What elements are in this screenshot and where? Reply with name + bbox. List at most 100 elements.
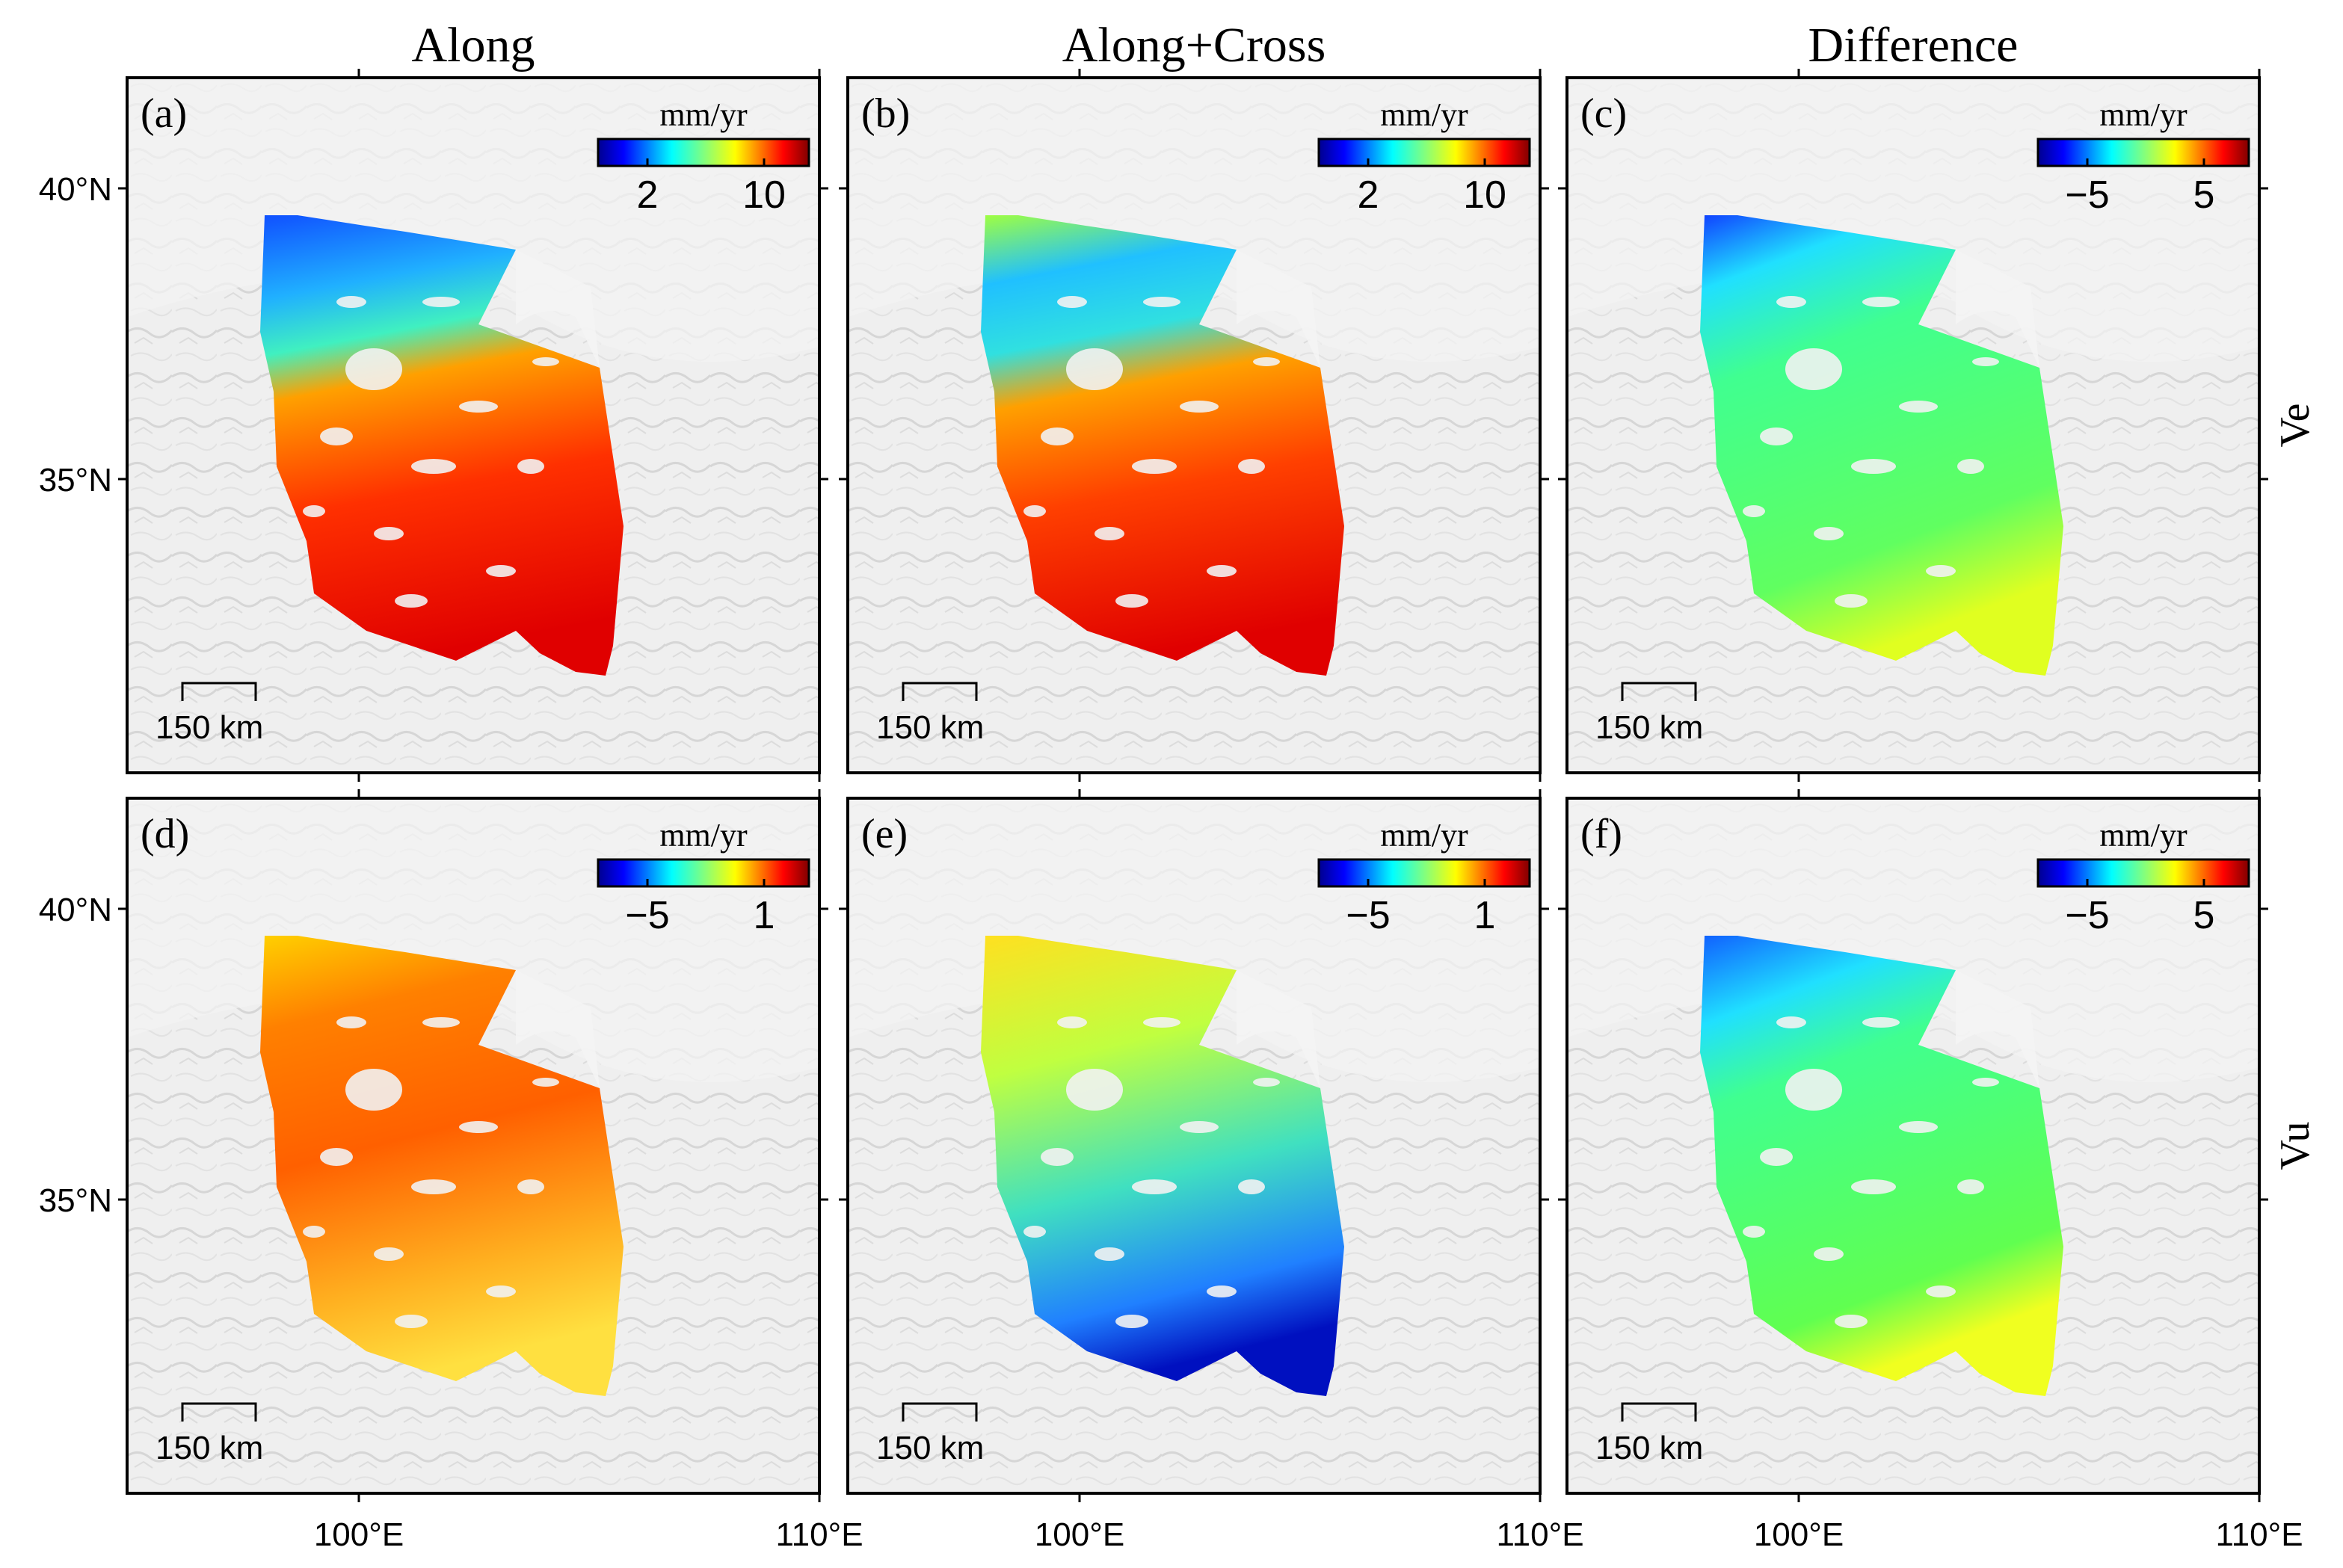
data-gap — [1972, 1078, 1999, 1087]
latitude-label: 40°N — [39, 892, 112, 928]
data-gap — [1851, 459, 1896, 474]
latitude-label: 35°N — [39, 462, 112, 499]
data-gap — [336, 296, 366, 308]
data-gap — [1835, 1315, 1868, 1328]
scale-bar — [181, 682, 257, 701]
velocity-swath — [1700, 936, 2063, 1396]
colorbar-tick-label: −5 — [625, 894, 669, 937]
data-gap — [532, 1078, 559, 1087]
map-panel: (e) mm/yr −5 1 150 km — [839, 789, 1549, 1502]
data-gap — [1238, 1179, 1265, 1194]
colorbar-tick-label: 10 — [1463, 173, 1506, 217]
row-label: Ve — [2272, 403, 2318, 447]
data-gap — [1776, 1016, 1806, 1028]
scale-bar — [1621, 682, 1697, 701]
data-gap — [1851, 1179, 1896, 1194]
data-gap — [1743, 1226, 1765, 1238]
colorbar-tick-label: 2 — [637, 173, 659, 217]
panel-label: (e) — [861, 811, 908, 857]
scale-bar — [1621, 1402, 1697, 1422]
data-gap — [1253, 1078, 1280, 1087]
colorbar-tick-label: 5 — [2193, 173, 2215, 217]
column-title: Along+Cross — [1062, 18, 1326, 72]
data-gap — [1862, 297, 1900, 307]
longitude-label: 110°E — [2215, 1516, 2303, 1553]
panel-frame — [126, 76, 821, 774]
data-gap — [1066, 1069, 1123, 1111]
velocity-swath — [1700, 215, 2063, 676]
data-gap — [374, 527, 404, 540]
data-gap — [1926, 1285, 1956, 1297]
data-gap — [1835, 594, 1868, 608]
panel-frame — [126, 797, 821, 1495]
scale-bar-label: 150 km — [1595, 1430, 1703, 1466]
colorbar-unit: mm/yr — [2099, 96, 2187, 133]
data-gap — [1237, 970, 1320, 1088]
data-gap — [1143, 297, 1180, 307]
velocity-swath — [981, 215, 1344, 676]
data-gap — [1207, 565, 1237, 577]
scale-bar-label: 150 km — [1595, 709, 1703, 746]
data-gap — [1094, 527, 1124, 540]
latitude-label: 40°N — [39, 171, 112, 208]
data-gap — [532, 357, 559, 366]
data-gap — [1956, 970, 2039, 1088]
panel-label: (c) — [1580, 90, 1627, 137]
data-gap — [1023, 1226, 1046, 1238]
column-title: Difference — [1808, 18, 2019, 72]
data-gap — [320, 1148, 353, 1166]
data-gap — [1760, 428, 1793, 445]
data-gap — [517, 1179, 544, 1194]
data-gap — [1132, 459, 1177, 474]
data-gap — [1115, 1315, 1148, 1328]
data-gap — [1814, 527, 1844, 540]
colorbar-tick-label: −5 — [2065, 894, 2109, 937]
longitude-label: 100°E — [1035, 1516, 1124, 1553]
panel-frame — [1565, 76, 2261, 774]
data-gap — [411, 459, 456, 474]
data-gap — [1785, 1069, 1842, 1111]
data-gap — [1041, 1148, 1074, 1166]
data-gap — [1926, 565, 1956, 577]
longitude-label: 110°E — [1496, 1516, 1583, 1553]
data-gap — [1023, 505, 1046, 517]
panel-label: (d) — [141, 811, 189, 857]
longitude-label: 100°E — [1754, 1516, 1844, 1553]
panel-frame — [1565, 797, 2261, 1495]
data-gap — [345, 348, 402, 390]
data-gap — [1238, 459, 1265, 474]
data-gap — [516, 970, 600, 1088]
data-gap — [1253, 357, 1280, 366]
colorbar-tick-label: 1 — [754, 894, 775, 937]
map-panel: (f) mm/yr −5 5 150 km — [1558, 789, 2268, 1502]
data-gap — [395, 1315, 428, 1328]
longitude-label: 110°E — [775, 1516, 863, 1553]
data-gap — [1207, 1285, 1237, 1297]
scale-bar — [902, 682, 978, 701]
map-panel: (b) mm/yr 2 10 150 km — [839, 69, 1549, 782]
data-gap — [1743, 505, 1765, 517]
scale-bar — [181, 1402, 257, 1422]
data-gap — [459, 1121, 498, 1133]
data-gap — [1180, 1121, 1219, 1133]
data-gap — [320, 428, 353, 445]
data-gap — [345, 1069, 402, 1111]
data-gap — [1057, 1016, 1087, 1028]
longitude-label: 100°E — [314, 1516, 404, 1553]
data-gap — [1115, 594, 1148, 608]
data-gap — [486, 565, 516, 577]
data-gap — [422, 297, 460, 307]
panel-frame — [846, 797, 1542, 1495]
data-gap — [1760, 1148, 1793, 1166]
data-gap — [1814, 1247, 1844, 1261]
velocity-swath — [981, 936, 1344, 1396]
data-gap — [516, 250, 600, 368]
colorbar-unit: mm/yr — [2099, 817, 2187, 854]
data-gap — [303, 1226, 325, 1238]
data-gap — [1957, 459, 1984, 474]
scale-bar-label: 150 km — [876, 1430, 984, 1466]
data-gap — [1899, 1121, 1938, 1133]
panel-label: (a) — [141, 90, 187, 137]
map-panel: (d) mm/yr −5 1 150 km — [118, 789, 828, 1502]
